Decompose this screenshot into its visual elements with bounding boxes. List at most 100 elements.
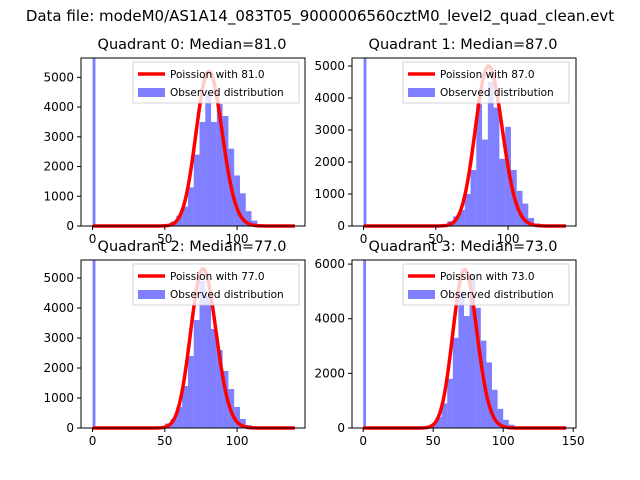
quadrant-2-ytick-label: 1000 — [43, 391, 74, 405]
quadrant-2-xtick-label: 50 — [157, 434, 172, 448]
quadrant-1-hist-bar — [470, 170, 477, 226]
quadrant-0-legend-observed-swatch — [138, 88, 165, 97]
quadrant-1-zero-spike — [363, 58, 367, 226]
quadrant-1-ytick-label: 5000 — [314, 59, 345, 73]
quadrant-3-ytick-label: 2000 — [314, 366, 345, 380]
quadrant-1-axes-frame — [351, 57, 577, 227]
quadrant-2-hist-bar — [205, 296, 212, 428]
quadrant-2-hist-bar — [176, 407, 183, 428]
quadrant-3-legend-observed-label: Observed distribution — [440, 289, 554, 301]
quadrant-3-hist-bar — [503, 419, 509, 428]
quadrant-0-panel: Quadrant 0: Median=81.0 0 50 1000100020003… — [43, 37, 306, 246]
quadrant-0-ytick-label: 3000 — [43, 130, 74, 144]
quadrant-1-hist-bar — [476, 104, 483, 226]
quadrant-1-xtick-label: 100 — [497, 232, 520, 246]
quadrant-3-ytick-label: 0 — [337, 421, 345, 435]
quadrant-2-legend-poisson-label: Poission with 77.0 — [170, 271, 265, 283]
quadrant-0-legend-poisson-label: Poission with 81.0 — [170, 69, 265, 81]
quadrant-3-xtick-label: 100 — [492, 434, 515, 448]
quadrant-2-zero-spike — [92, 260, 96, 428]
quadrant-0-hist-bar — [245, 211, 252, 226]
quadrant-1-hist-bar — [464, 194, 471, 226]
quadrant-1-hist-bar — [482, 139, 488, 226]
quadrant-3-hist-bar — [475, 307, 481, 428]
quadrant-3-xtick-label: 150 — [562, 434, 585, 448]
quadrant-2-hist-bar — [211, 329, 217, 428]
quadrant-3-hist-bar — [469, 275, 476, 428]
quadrant-3-hist-bar — [436, 417, 442, 428]
quadrant-1-ytick-label: 1000 — [314, 187, 345, 201]
quadrant-0-title: Quadrant 0: Median=81.0 — [98, 37, 287, 53]
quadrant-0-hist-bar — [234, 175, 240, 226]
quadrant-0-hist-bar — [199, 121, 206, 226]
quadrant-3-xtick-label: 0 — [359, 434, 367, 448]
quadrant-3-zero-spike — [363, 260, 366, 428]
quadrant-0-hist-bar — [239, 193, 246, 226]
quadrant-0-zero-spike — [92, 58, 96, 226]
quadrant-1-panel: Quadrant 1: Median=87.0 0 50 1000100020003… — [314, 37, 577, 246]
quadrant-0-ytick-label: 5000 — [43, 70, 74, 84]
quadrant-0-axes-frame — [80, 57, 306, 227]
quadrant-1-hist-bar — [528, 218, 535, 226]
quadrant-0-hist-bar — [216, 104, 223, 226]
quadrant-0-xtick-label: 100 — [226, 232, 249, 246]
quadrant-2-hist-bar — [199, 281, 206, 428]
quadrant-3-hist-bar — [441, 403, 448, 428]
quadrant-2-panel: Quadrant 2: Median=77.0 0 50 1000100020003… — [43, 239, 306, 448]
quadrant-1-title: Quadrant 1: Median=87.0 — [369, 37, 558, 53]
quadrant-3-title: Quadrant 3: Median=73.0 — [369, 239, 558, 255]
quadrant-3-hist-bar — [458, 291, 464, 428]
quadrant-2-hist-bar — [187, 356, 194, 428]
quadrant-2-hist-bar — [222, 371, 229, 428]
quadrant-3-axes-frame — [351, 259, 577, 429]
quadrant-0-hist-bar — [222, 115, 229, 226]
quadrant-2-ytick-label: 2000 — [43, 361, 74, 375]
quadrant-1-legend-observed-label: Observed distribution — [440, 87, 554, 99]
quadrant-2-hist-bar — [216, 350, 223, 428]
figure-title: Data file: modeM0/AS1A14_083T05_90000065… — [26, 7, 614, 26]
quadrant-2-hist-bar — [182, 386, 188, 428]
quadrant-3-hist-bar — [452, 337, 459, 428]
quadrant-2-hist-bar — [193, 320, 200, 428]
quadrant-0-xtick-label: 0 — [89, 232, 97, 246]
quadrant-0-hist-bar — [251, 220, 258, 226]
quadrant-2-ytick-label: 5000 — [43, 271, 74, 285]
quadrant-3-ytick-label: 6000 — [314, 257, 345, 271]
quadrant-0-hist-bar — [211, 121, 217, 226]
quadrant-2-xtick-label: 100 — [226, 434, 249, 448]
quadrant-3-hist-bar — [486, 362, 492, 428]
quadrant-2-legend-observed-swatch — [138, 290, 165, 299]
quadrant-2-hist-bar — [239, 419, 246, 428]
quadrant-1-xtick-label: 0 — [360, 232, 368, 246]
quadrant-2-axes-frame — [80, 259, 306, 429]
quadrant-1-ytick-label: 0 — [337, 219, 345, 233]
quadrant-1-hist-bar — [493, 107, 500, 226]
quadrant-3-legend: Poission with 73.0 Observed distribution — [402, 263, 570, 306]
quadrant-3-legend-observed-swatch — [408, 290, 435, 299]
quadrant-3-hist-bar — [497, 408, 504, 428]
quadrant-0-hist-bar — [182, 206, 188, 226]
quadrant-2-hist-bar — [234, 407, 240, 428]
quadrant-3-ytick-label: 4000 — [314, 312, 345, 326]
quadrant-1-ytick-label: 3000 — [314, 123, 345, 137]
quadrant-3-xtick-label: 50 — [426, 434, 441, 448]
quadrant-2-hist-bar — [170, 419, 177, 428]
quadrant-0-ytick-label: 0 — [66, 219, 74, 233]
quadrant-1-legend-poisson-label: Poission with 87.0 — [440, 69, 535, 81]
quadrant-1-ytick-label: 4000 — [314, 91, 345, 105]
quadrant-3-panel: Quadrant 3: Median=73.0 0 50 100 150 0 2000 40… — [314, 239, 584, 448]
quadrant-0-xtick-label: 50 — [157, 232, 172, 246]
quadrant-0-hist-bar — [187, 187, 194, 226]
quadrant-1-legend-observed-swatch — [408, 88, 435, 97]
quadrant-3-hist-bar — [447, 378, 453, 428]
quadrant-0-legend: Poission with 81.0 Observed distribution — [132, 61, 300, 104]
quadrant-2-ytick-label: 3000 — [43, 331, 74, 345]
quadrant-1-hist-bar — [499, 158, 506, 226]
quadrant-0-legend-observed-label: Observed distribution — [170, 87, 284, 99]
quadrant-2-title: Quadrant 2: Median=77.0 — [98, 239, 287, 255]
quadrant-1-xtick-label: 50 — [428, 232, 443, 246]
quadrant-1-hist-bar — [522, 203, 529, 226]
quadrant-1-hist-bar — [458, 210, 465, 226]
quadrant-2-ytick-label: 4000 — [43, 301, 74, 315]
